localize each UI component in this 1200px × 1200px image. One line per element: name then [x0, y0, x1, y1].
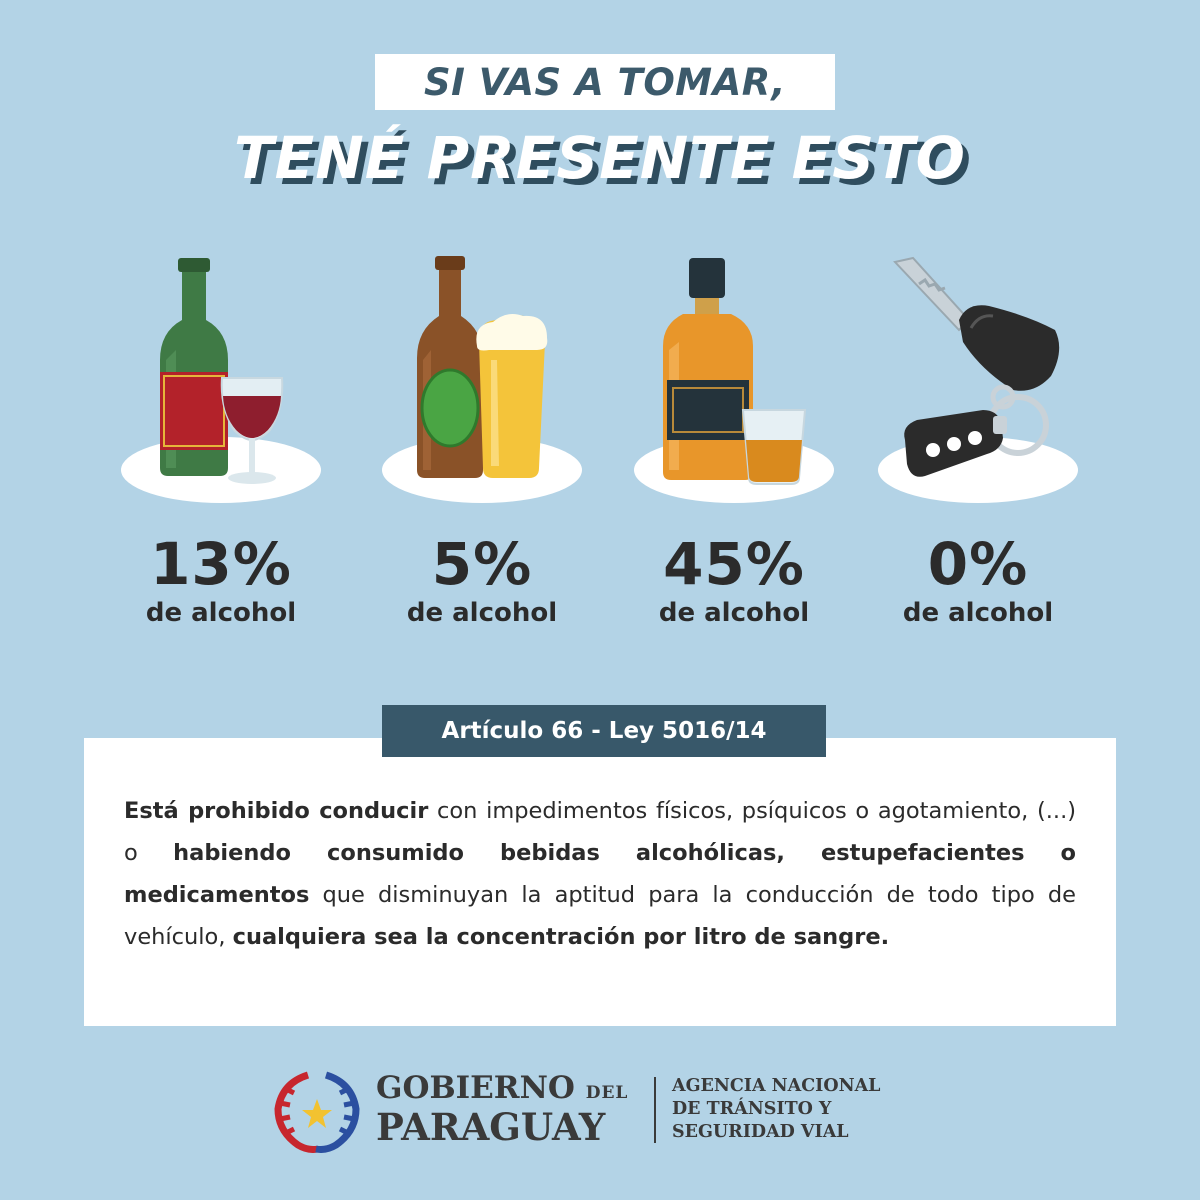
- drink-item-car-key: 0% de alcohol: [863, 250, 1093, 650]
- beer-bottle-glass-icon: [382, 256, 582, 503]
- agency-line2: DE TRÁNSITO Y: [672, 1099, 832, 1119]
- alcohol-label: de alcohol: [406, 598, 558, 628]
- article-text-regular: con impedimentos físicos, psíquicos o ag…: [124, 798, 1077, 866]
- agency-line1: AGENCIA NACIONAL: [672, 1076, 881, 1096]
- gov-del: DEL: [585, 1083, 629, 1103]
- footer: GOBIERNO DEL PARAGUAY AGENCIA NACIONAL D…: [0, 1065, 1200, 1155]
- article-text-bold: cualquiera sea la concentra­ción por lit…: [232, 924, 890, 950]
- whisky-bottle-glass-icon: [634, 258, 834, 503]
- headline-line2: TENÉ PRESENTE ESTO: [234, 124, 966, 192]
- footer-divider: [654, 1077, 656, 1143]
- paraguay-emblem-icon: [274, 1071, 360, 1153]
- article-text: Está prohibido conducir con impedimentos…: [124, 790, 1076, 958]
- alcohol-percent: 0%: [927, 530, 1029, 598]
- alcohol-percent: 13%: [150, 530, 292, 598]
- gov-title: GOBIERNO DEL: [376, 1073, 628, 1104]
- drink-item-wine: 13% de alcohol: [106, 250, 336, 650]
- alcohol-label: de alcohol: [145, 598, 297, 628]
- headline-banner: SI VAS A TOMAR,: [375, 54, 835, 110]
- wine-bottle-glass-icon: [121, 258, 321, 503]
- drink-item-whisky: 45% de alcohol: [619, 250, 849, 650]
- article-badge: Artículo 66 - Ley 5016/14: [382, 705, 826, 757]
- article-title: Artículo 66 - Ley 5016/14: [441, 718, 767, 744]
- alcohol-label: de alcohol: [658, 598, 810, 628]
- alcohol-percent: 5%: [431, 530, 533, 598]
- drink-item-beer: 5% de alcohol: [367, 250, 597, 650]
- article-box: Está prohibido conducir con impedimentos…: [84, 738, 1116, 1026]
- gov-country: PARAGUAY: [376, 1105, 606, 1149]
- alcohol-label: de alcohol: [902, 598, 1054, 628]
- gov-name: GOBIERNO: [376, 1070, 575, 1106]
- headline-line1: SI VAS A TOMAR,: [424, 60, 786, 104]
- alcohol-percent: 45%: [663, 530, 805, 598]
- car-key-icon: [878, 256, 1078, 503]
- article-text-bold: Está prohibido conducir: [124, 798, 429, 824]
- article-text-bold: habiendo consumido bebidas alcohólicas, …: [124, 840, 1076, 908]
- agency-name: AGENCIA NACIONAL DE TRÁNSITO Y SEGURIDAD…: [672, 1075, 880, 1144]
- article-text-regular: que disminuyan la aptitud para la conduc…: [124, 882, 1076, 950]
- agency-line3: SEGURIDAD VIAL: [672, 1122, 849, 1142]
